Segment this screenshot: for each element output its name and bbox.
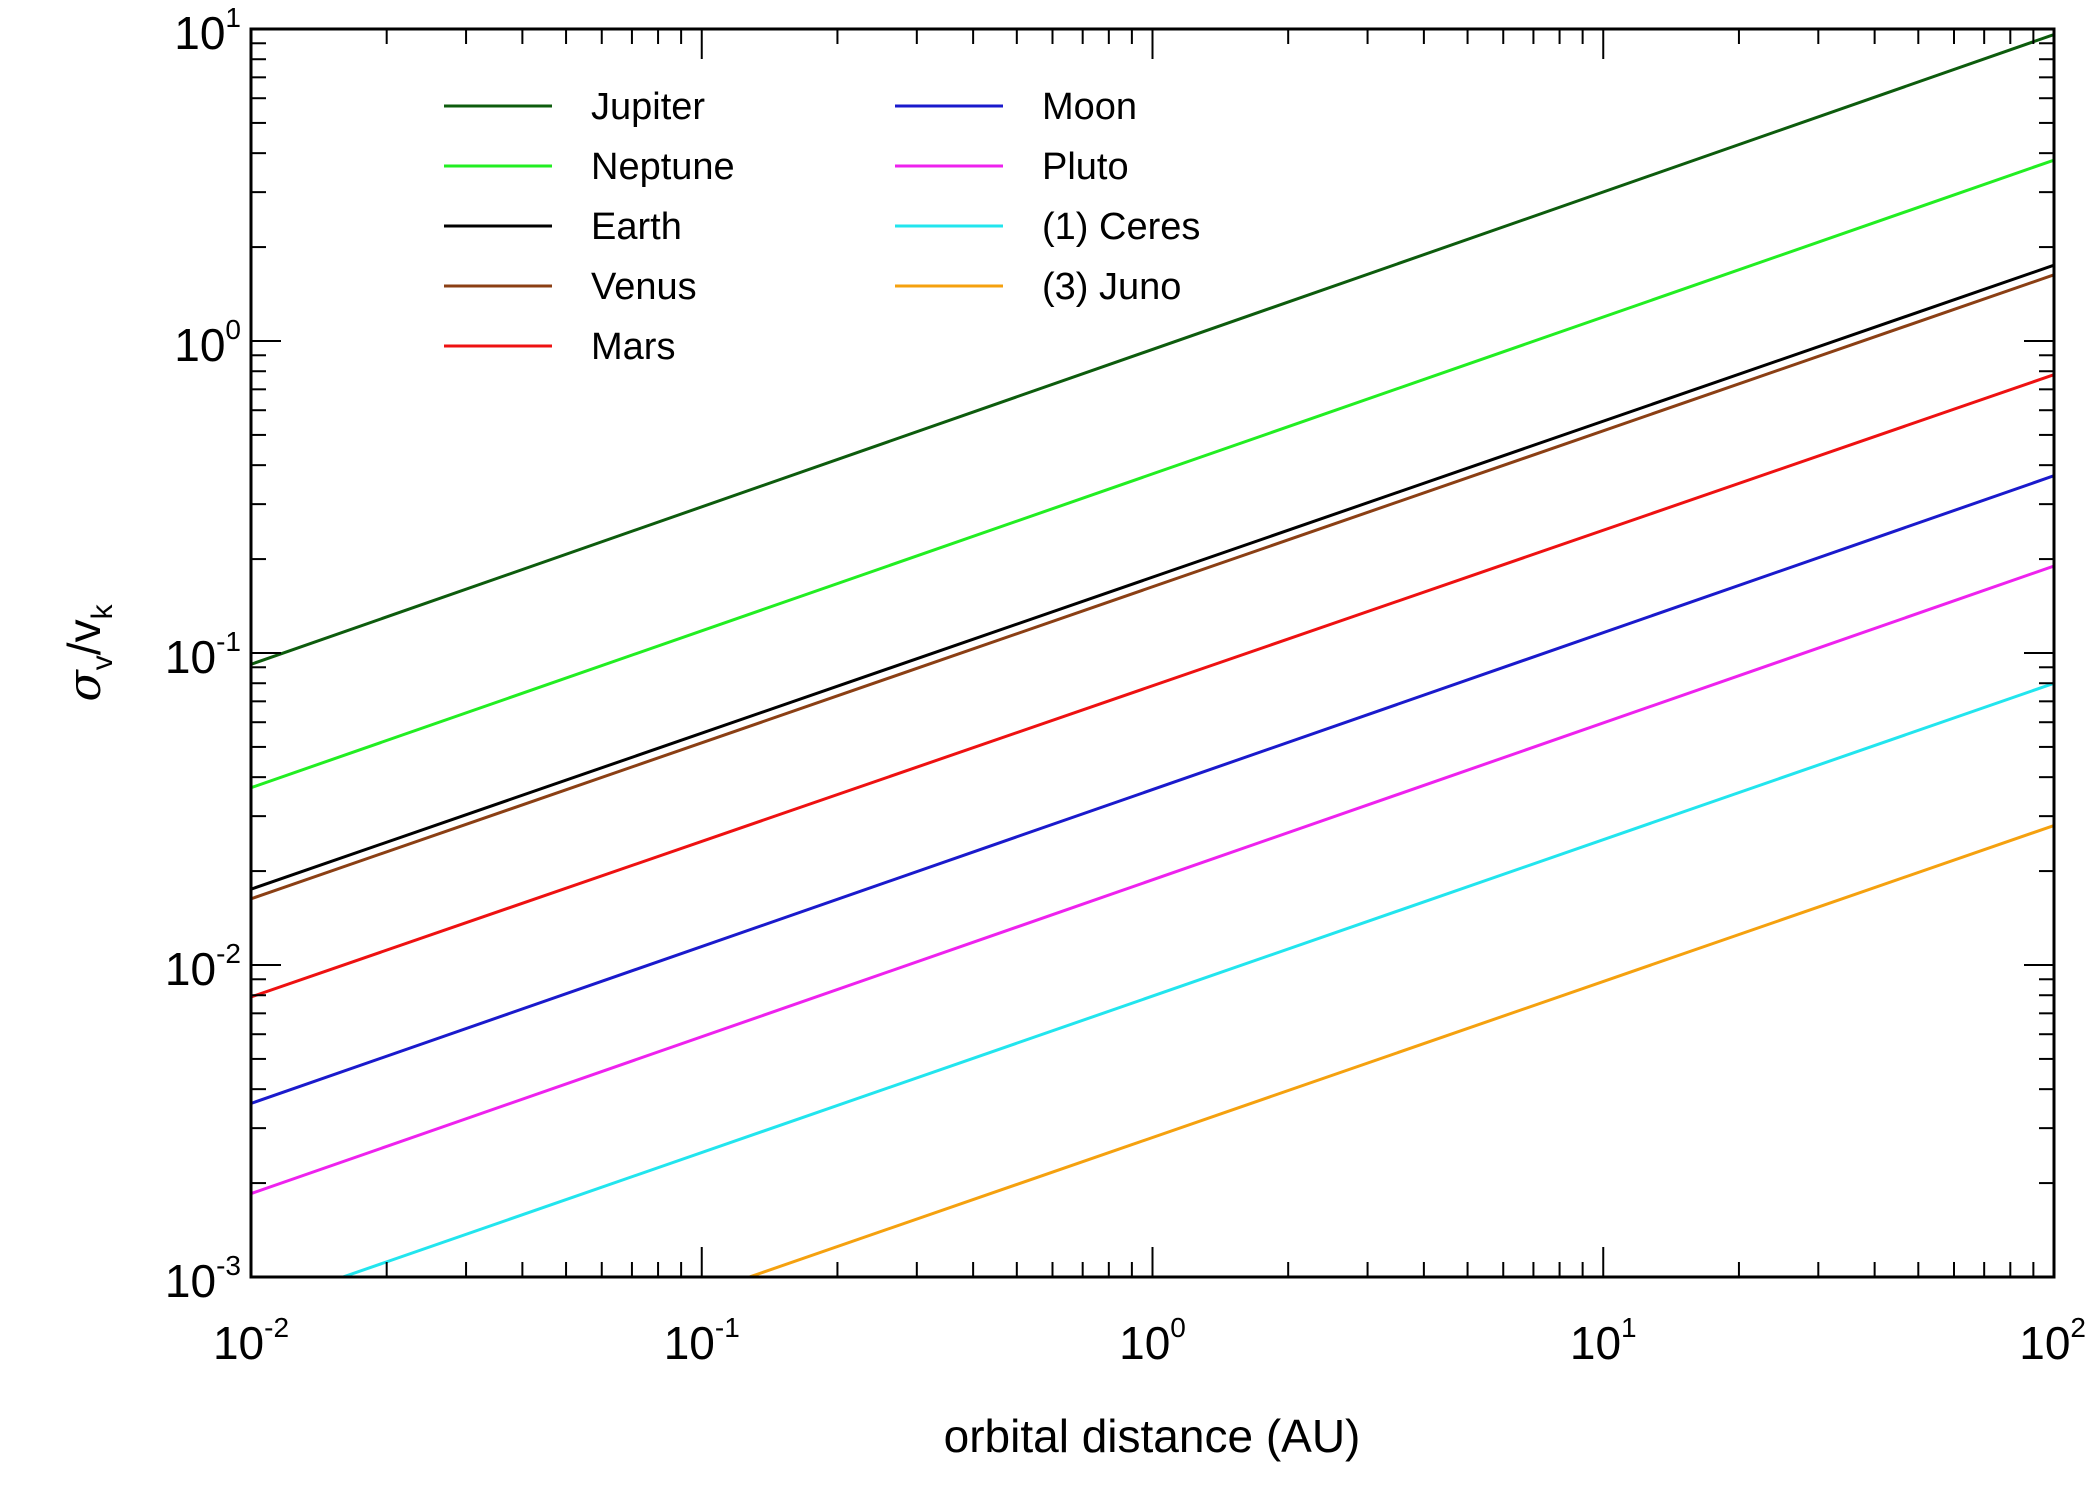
y-tick-label: 10-3: [165, 1250, 241, 1307]
y-tick-label: 100: [174, 314, 241, 371]
y-tick-label: 10-2: [165, 938, 241, 995]
legend-label: (3) Juno: [1042, 266, 1181, 308]
y-axis-title-sigma: σ: [57, 669, 111, 702]
legend-label: Jupiter: [591, 86, 705, 128]
series-line-moon: [251, 474, 2054, 1105]
x-tick-label: 10-2: [213, 1312, 289, 1369]
series-line-earth: [251, 263, 2054, 891]
series-line-3-juno: [744, 824, 2054, 1277]
series-line-mars: [251, 373, 2054, 999]
series-line-neptune: [251, 158, 2054, 790]
legend-label: Mars: [591, 326, 675, 368]
series-layer: [251, 33, 2054, 1277]
series-line-1-ceres: [338, 681, 2054, 1277]
legend-label: Moon: [1042, 86, 1137, 128]
x-tick-label: 100: [1119, 1312, 1186, 1369]
legend-label: Neptune: [591, 146, 735, 188]
series-line-pluto: [251, 564, 2054, 1196]
legend-label: (1) Ceres: [1042, 206, 1200, 248]
x-tick-label: 10-1: [664, 1312, 740, 1369]
x-tick-label: 102: [2019, 1312, 2086, 1369]
x-tick-label: 101: [1570, 1312, 1637, 1369]
legend: Jupiter Neptune Earth Venus Mars Moon Pluto (1)…: [444, 86, 1200, 368]
x-axis-title: orbital distance (AU): [944, 1410, 1361, 1462]
series-line-jupiter: [251, 33, 2054, 666]
y-tick-label: 10-1: [165, 626, 241, 683]
y-axis-title-slash: /v: [58, 619, 110, 655]
y-axis-title-sub2: k: [86, 603, 119, 619]
y-axis-title: σv/vk: [57, 603, 119, 701]
series-line-venus: [251, 273, 2054, 901]
y-tick-label: 101: [174, 2, 241, 59]
y-axis-title-sub1: v: [86, 655, 119, 670]
legend-label: Pluto: [1042, 146, 1129, 188]
ticks-layer: [250, 28, 2055, 1278]
legend-label: Venus: [591, 266, 697, 308]
legend-label: Earth: [591, 206, 682, 248]
